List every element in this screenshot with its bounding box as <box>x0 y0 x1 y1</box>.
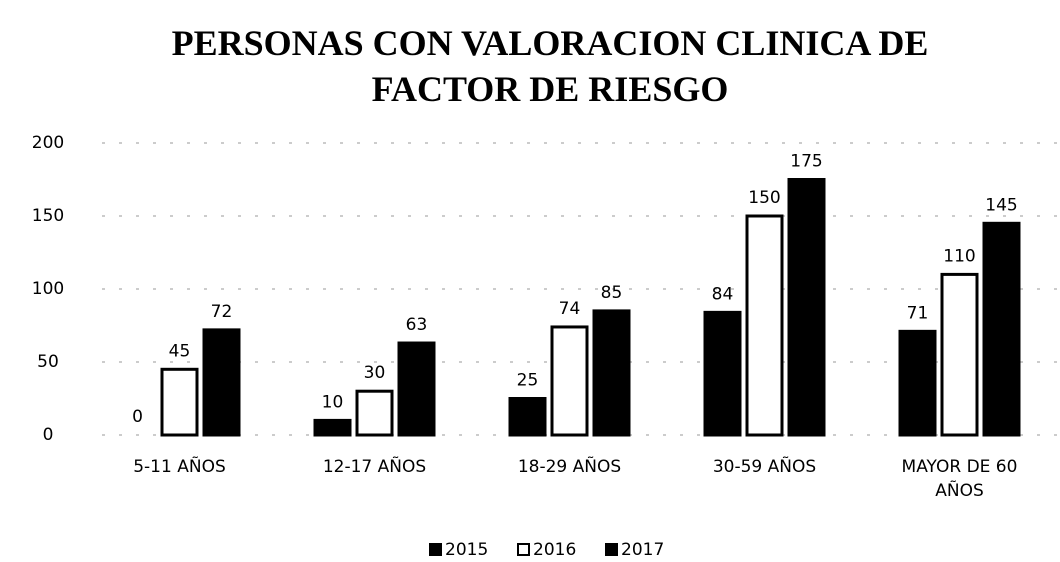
legend-swatch <box>517 543 530 556</box>
bar <box>508 397 547 437</box>
bar <box>160 367 199 437</box>
legend-label: 2017 <box>621 540 664 560</box>
data-label: 0 <box>132 407 143 427</box>
bar <box>940 272 979 437</box>
y-tick-label: 0 <box>43 425 54 445</box>
legend-swatch <box>429 543 442 556</box>
bar <box>355 389 394 437</box>
x-tick-label: 12-17 AÑOS <box>322 457 427 477</box>
y-tick-label: 200 <box>32 133 64 153</box>
y-tick-label: 50 <box>37 352 59 372</box>
x-tick-label: 5-11 AÑOS <box>133 457 226 477</box>
data-label: 110 <box>943 246 975 266</box>
bar <box>982 221 1021 437</box>
data-label: 10 <box>322 392 344 412</box>
bar <box>787 178 826 437</box>
x-tick-label: 18-29 AÑOS <box>517 457 622 477</box>
legend-label: 2016 <box>533 540 576 560</box>
data-label: 175 <box>790 152 822 172</box>
data-label: 150 <box>748 188 780 208</box>
legend-label: 2015 <box>445 540 488 560</box>
bar <box>703 310 742 437</box>
bar <box>745 214 784 437</box>
data-label: 71 <box>907 303 929 323</box>
data-label: 63 <box>406 315 428 335</box>
bar <box>313 418 352 437</box>
bar <box>202 328 241 437</box>
data-label: 74 <box>559 299 581 319</box>
data-label: 72 <box>211 302 233 322</box>
chart-title: PERSONAS CON VALORACION CLINICA DE FACTO… <box>171 23 929 109</box>
bar <box>592 309 631 437</box>
y-tick-label: 100 <box>32 279 64 299</box>
data-label: 25 <box>517 371 539 391</box>
data-label: 85 <box>601 283 623 303</box>
legend-swatch <box>605 543 618 556</box>
data-label: 45 <box>169 341 191 361</box>
x-tick-label: 30-59 AÑOS <box>712 457 817 477</box>
data-label: 145 <box>985 195 1017 215</box>
bar <box>397 341 436 437</box>
x-tick-label: MAYOR DE 60 AÑOS <box>901 457 1018 501</box>
y-tick-label: 150 <box>32 206 64 226</box>
bar <box>550 325 589 437</box>
data-label: 30 <box>364 363 386 383</box>
data-label: 84 <box>712 284 734 304</box>
bar <box>898 329 937 437</box>
